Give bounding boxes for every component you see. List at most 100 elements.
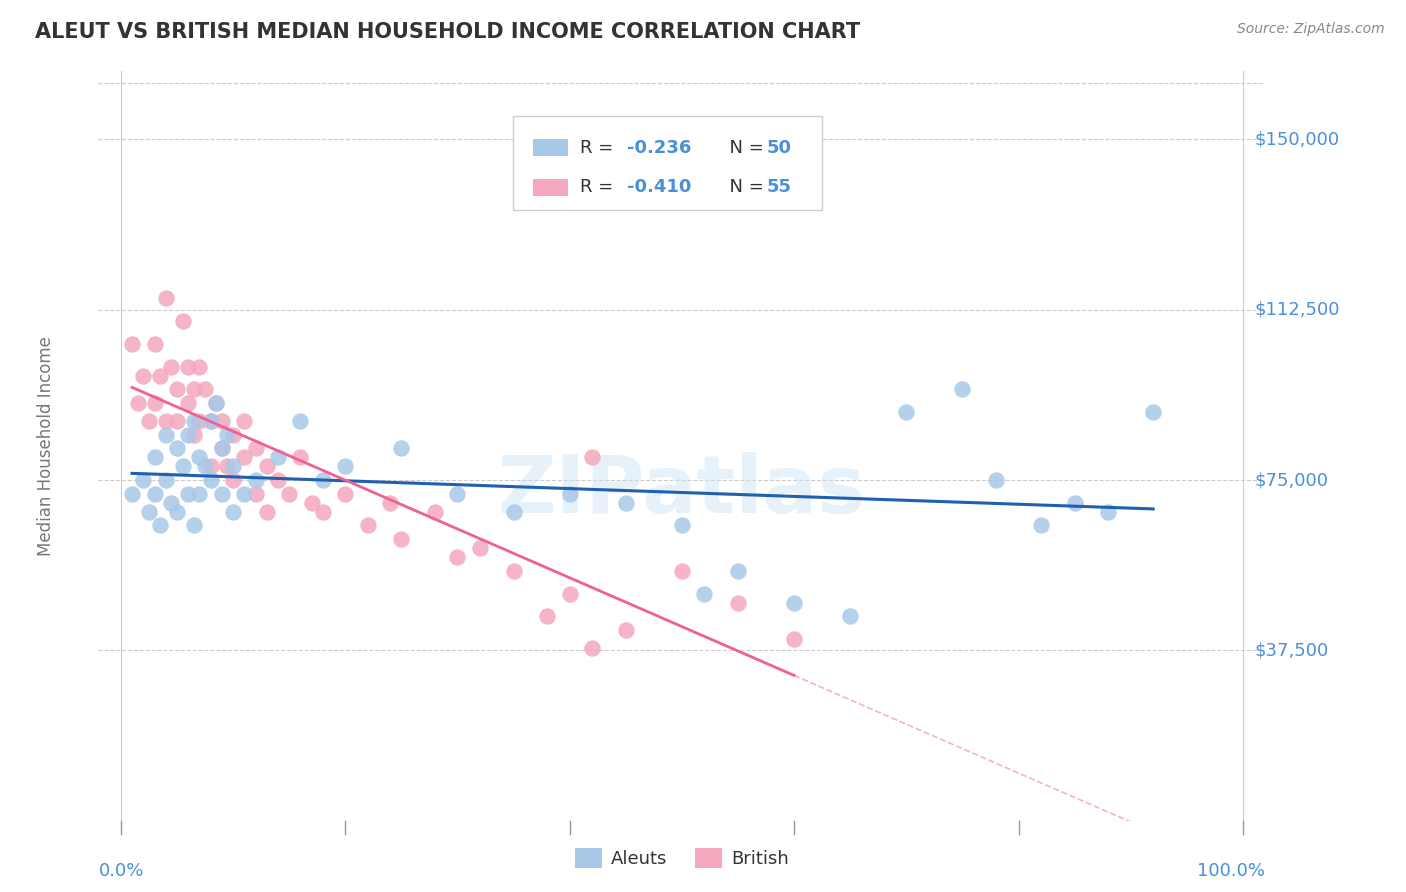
Point [256,505,278,519]
Point [160,359,183,374]
Point [166,414,188,428]
Point [267,473,290,487]
Point [290,450,312,465]
Point [335,459,357,474]
FancyBboxPatch shape [513,116,823,210]
Point [177,396,200,410]
Point [143,396,166,410]
Point [984,473,1007,487]
Point [211,414,233,428]
Point [727,596,749,610]
Point [155,473,177,487]
Point [183,518,205,533]
Point [127,396,149,410]
Point [245,473,267,487]
Point [222,427,245,442]
Point [177,359,200,374]
Point [783,632,806,646]
Point [278,486,301,500]
Text: R =: R = [581,138,619,157]
Text: ALEUT VS BRITISH MEDIAN HOUSEHOLD INCOME CORRELATION CHART: ALEUT VS BRITISH MEDIAN HOUSEHOLD INCOME… [35,22,860,42]
Point [188,486,211,500]
Point [558,586,581,600]
Point [245,486,267,500]
Point [233,486,256,500]
Point [188,414,211,428]
Point [389,442,412,456]
Point [581,641,603,656]
Point [121,486,143,500]
Point [290,414,312,428]
Point [155,292,177,306]
Point [188,450,211,465]
Text: -0.236: -0.236 [627,138,692,157]
Point [155,427,177,442]
Point [423,505,446,519]
Point [468,541,491,556]
Point [155,414,177,428]
Point [671,518,693,533]
Text: -0.410: -0.410 [627,178,692,196]
Text: N =: N = [718,138,769,157]
Point [1029,518,1052,533]
Point [166,442,188,456]
Point [143,450,166,465]
Text: $112,500: $112,500 [1254,301,1340,318]
Point [132,473,155,487]
Point [183,427,205,442]
Point [149,518,172,533]
Point [217,427,239,442]
Point [121,336,143,351]
Point [149,368,172,383]
Point [502,564,524,578]
Point [211,442,233,456]
Point [301,496,323,510]
Point [172,459,194,474]
Point [446,550,468,565]
Point [211,486,233,500]
Text: 100.0%: 100.0% [1198,862,1265,880]
Point [143,336,166,351]
Text: $75,000: $75,000 [1254,471,1329,489]
Text: Median Household Income: Median Household Income [37,336,55,556]
Text: R =: R = [581,178,619,196]
Point [446,486,468,500]
Point [558,486,581,500]
Point [217,459,239,474]
Point [183,414,205,428]
Point [693,586,716,600]
Point [200,414,222,428]
FancyBboxPatch shape [533,179,568,195]
Point [138,505,160,519]
Point [312,505,335,519]
Point [138,414,160,428]
Point [160,496,183,510]
Point [205,396,228,410]
Legend: Aleuts, British: Aleuts, British [568,841,796,875]
Point [783,596,806,610]
Text: Source: ZipAtlas.com: Source: ZipAtlas.com [1237,22,1385,37]
Point [256,459,278,474]
Point [200,473,222,487]
Point [502,505,524,519]
Point [1097,505,1119,519]
Point [233,450,256,465]
Text: N =: N = [718,178,769,196]
Point [389,532,412,546]
FancyBboxPatch shape [533,139,568,156]
Text: 55: 55 [766,178,792,196]
Point [222,459,245,474]
Point [896,405,918,419]
Point [952,382,974,396]
Point [172,314,194,328]
Point [194,382,217,396]
Point [200,414,222,428]
Point [312,473,335,487]
Point [166,505,188,519]
Point [1063,496,1085,510]
Point [614,496,637,510]
Point [536,609,558,624]
Text: $37,500: $37,500 [1254,641,1329,659]
Point [194,459,217,474]
Point [1142,405,1164,419]
